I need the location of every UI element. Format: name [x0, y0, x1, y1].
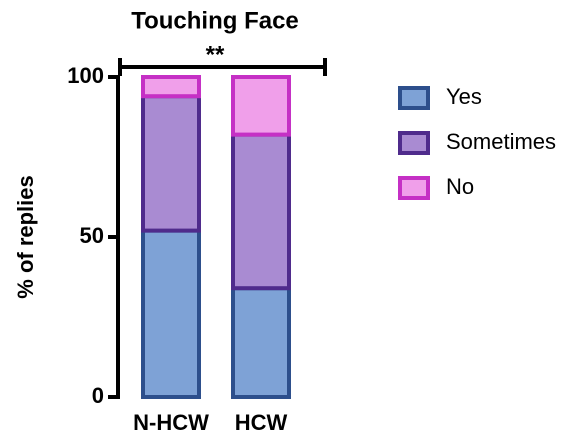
bar-segment: [141, 228, 201, 399]
legend-label: No: [446, 174, 474, 199]
bar-segment: [141, 75, 201, 99]
y-tick-label: 100: [67, 63, 104, 88]
legend-swatch: [398, 176, 430, 200]
bar-segment: [231, 286, 291, 400]
x-tick-label: HCW: [235, 410, 288, 435]
y-tick-label: 50: [80, 223, 104, 248]
significance-bracket: [118, 58, 327, 76]
legend-label: Sometimes: [446, 129, 556, 154]
y-tick-label: 0: [92, 383, 104, 408]
bar-segment: [231, 132, 291, 291]
bar-segment: [231, 75, 291, 137]
legend-label: Yes: [446, 84, 482, 109]
x-tick-label: N-HCW: [133, 410, 209, 435]
y-axis-label: % of replies: [13, 175, 38, 298]
bar-segment: [141, 94, 201, 233]
legend-swatch: [398, 86, 430, 110]
significance-label: **: [206, 41, 225, 68]
legend-swatch: [398, 131, 430, 155]
chart-title: Touching Face: [131, 7, 299, 34]
